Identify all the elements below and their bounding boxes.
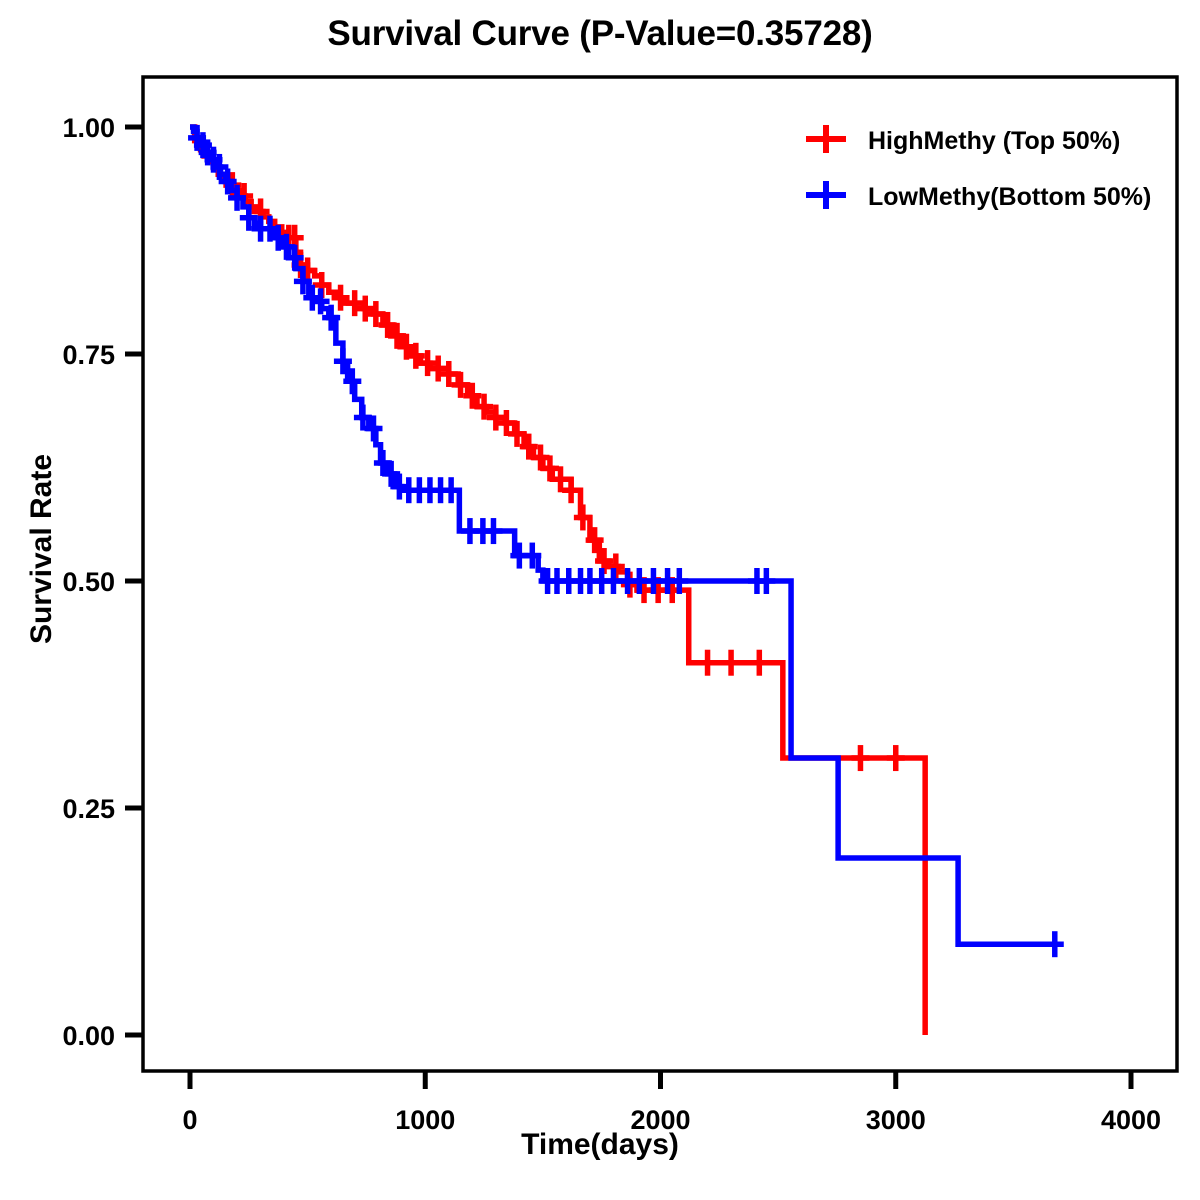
plus-marker-icon xyxy=(806,125,846,153)
chart-legend: HighMethy (Top 50%) LowMethy(Bottom 50%) xyxy=(806,125,1151,211)
censor-marks xyxy=(223,172,905,772)
x-tick-label: 1000 xyxy=(395,1105,455,1135)
y-tick-label: 0.00 xyxy=(62,1021,115,1051)
legend-item-low-methy[interactable]: LowMethy(Bottom 50%) xyxy=(806,181,1151,211)
x-tick-label: 2000 xyxy=(630,1105,690,1135)
legend-item-high-methy[interactable]: HighMethy (Top 50%) xyxy=(806,125,1120,155)
x-tick-label: 4000 xyxy=(1101,1105,1161,1135)
survival-curve-low-methy xyxy=(188,124,1064,958)
y-tick-label: 0.75 xyxy=(62,340,115,370)
legend-label: HighMethy (Top 50%) xyxy=(868,127,1120,155)
x-tick-label: 3000 xyxy=(866,1105,926,1135)
legend-label: LowMethy(Bottom 50%) xyxy=(868,183,1151,211)
x-axis-label: Time(days) xyxy=(521,1128,679,1161)
x-tick-label: 0 xyxy=(182,1105,197,1135)
page-title: Survival Curve (P-Value=0.35728) xyxy=(327,14,873,53)
y-tick-label: 1.00 xyxy=(62,113,115,143)
x-axis-ticks: 0 1000 2000 3000 4000 xyxy=(182,1071,1161,1135)
censor-marks xyxy=(188,124,1064,958)
y-axis-ticks: 0.00 0.25 0.50 0.75 1.00 xyxy=(62,113,143,1051)
plus-marker-icon xyxy=(806,181,846,209)
y-tick-label: 0.50 xyxy=(62,567,115,597)
plot-frame xyxy=(141,75,1179,1073)
series-container xyxy=(188,124,1064,1035)
y-tick-label: 0.25 xyxy=(62,794,115,824)
